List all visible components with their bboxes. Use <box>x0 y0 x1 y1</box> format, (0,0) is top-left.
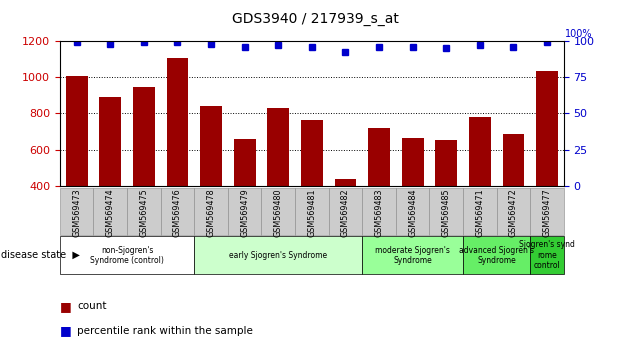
Text: GSM569476: GSM569476 <box>173 189 182 237</box>
Text: percentile rank within the sample: percentile rank within the sample <box>77 326 253 336</box>
Bar <box>335 178 357 186</box>
Bar <box>234 139 256 186</box>
Bar <box>402 138 423 186</box>
Text: early Sjogren's Syndrome: early Sjogren's Syndrome <box>229 251 328 260</box>
Bar <box>503 134 524 186</box>
Text: ■: ■ <box>60 300 72 313</box>
Text: disease state  ▶: disease state ▶ <box>1 250 79 260</box>
Text: GSM569471: GSM569471 <box>476 189 484 237</box>
Text: ■: ■ <box>60 325 72 337</box>
Bar <box>200 106 222 186</box>
Text: GSM569472: GSM569472 <box>509 189 518 238</box>
Bar <box>66 76 88 186</box>
Text: GSM569475: GSM569475 <box>139 189 148 238</box>
Text: Sjogren's synd
rome
control: Sjogren's synd rome control <box>519 240 575 270</box>
Text: GSM569483: GSM569483 <box>375 189 384 237</box>
Text: GDS3940 / 217939_s_at: GDS3940 / 217939_s_at <box>232 12 398 27</box>
Text: GSM569474: GSM569474 <box>106 189 115 237</box>
Text: GSM569485: GSM569485 <box>442 189 450 237</box>
Text: GSM569478: GSM569478 <box>207 189 215 237</box>
Text: GSM569481: GSM569481 <box>307 189 316 237</box>
Text: 100%: 100% <box>565 29 593 39</box>
Bar <box>166 58 188 186</box>
Text: GSM569477: GSM569477 <box>542 189 551 238</box>
Bar <box>301 120 323 186</box>
Text: GSM569479: GSM569479 <box>240 189 249 238</box>
Text: count: count <box>77 301 107 311</box>
Text: advanced Sjogren's
Syndrome: advanced Sjogren's Syndrome <box>459 246 534 265</box>
Bar <box>100 97 121 186</box>
Bar <box>133 87 155 186</box>
Text: non-Sjogren's
Syndrome (control): non-Sjogren's Syndrome (control) <box>90 246 164 265</box>
Text: GSM569484: GSM569484 <box>408 189 417 237</box>
Text: moderate Sjogren's
Syndrome: moderate Sjogren's Syndrome <box>375 246 450 265</box>
Bar <box>536 71 558 186</box>
Bar <box>469 117 491 186</box>
Bar <box>267 108 289 186</box>
Bar <box>368 128 390 186</box>
Text: GSM569482: GSM569482 <box>341 189 350 237</box>
Text: GSM569473: GSM569473 <box>72 189 81 237</box>
Text: GSM569480: GSM569480 <box>274 189 283 237</box>
Bar <box>435 140 457 186</box>
